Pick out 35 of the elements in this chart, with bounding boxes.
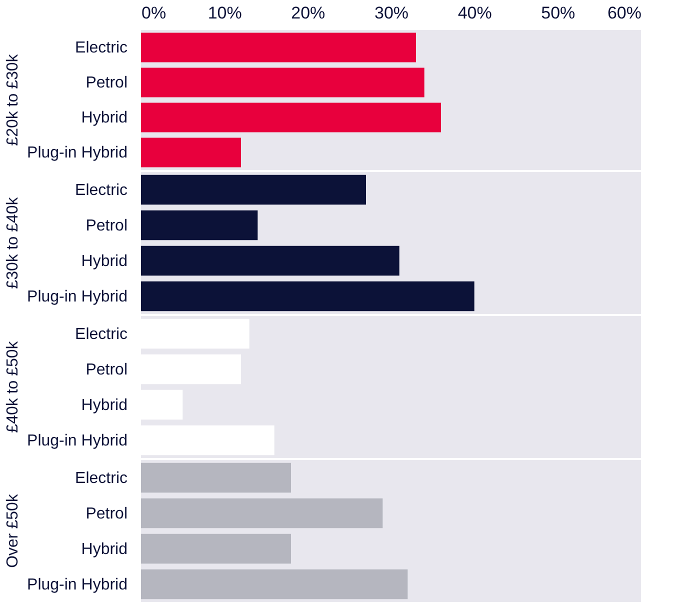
x-tick-label: 10% [208,4,242,22]
y-tick-label: Plug-in Hybrid [27,288,128,306]
x-tick-label: 20% [291,4,326,22]
y-tick-label: Electric [75,182,128,199]
y-tick-label: Electric [75,326,128,343]
bar [141,174,366,205]
y-tick-label: Hybrid [81,540,128,558]
y-tick-label: Electric [75,470,128,487]
x-tick-label: 50% [541,4,576,22]
bar [141,281,474,312]
y-tick-label: Hybrid [81,252,128,270]
y-tick-label: Plug-in Hybrid [27,144,128,162]
y-tick-label: Plug-in Hybrid [27,576,128,594]
bar [141,210,258,240]
x-tick-label: 60% [607,4,642,22]
y-tick-label: Hybrid [81,110,128,126]
y-tick-label: Petrol [86,361,128,378]
bar [141,318,250,349]
y-tick-label: Plug-in Hybrid [27,432,128,450]
x-tick-label: 40% [458,4,492,22]
bar [141,425,274,456]
x-tick-label: 0% [142,4,166,22]
bar [141,246,400,276]
y-tick-label: Petrol [86,74,128,92]
bar [141,354,241,384]
y-tick-label: Electric [75,40,128,56]
y-tick-label: Petrol [86,505,128,522]
bar [141,390,183,420]
y-tick-label: Hybrid [81,396,128,414]
text: £30k to £40k [4,196,22,289]
text: £20k to £30k [4,53,22,146]
text: £40k to £50k [4,340,22,433]
y-tick-label: Petrol [86,217,128,234]
text: Over £50k [4,493,22,568]
x-tick-label: 30% [374,4,409,22]
